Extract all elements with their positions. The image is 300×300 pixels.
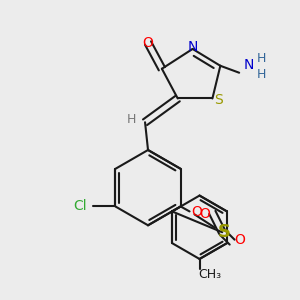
Text: N: N xyxy=(188,40,198,54)
Text: H: H xyxy=(256,68,266,81)
Text: S: S xyxy=(218,223,231,241)
Text: O: O xyxy=(199,207,210,221)
Text: N: N xyxy=(244,58,254,72)
Text: H: H xyxy=(127,113,136,126)
Text: O: O xyxy=(191,206,202,219)
Text: O: O xyxy=(235,233,245,247)
Text: H: H xyxy=(256,52,266,65)
Text: Cl: Cl xyxy=(73,200,87,214)
Text: O: O xyxy=(142,36,154,50)
Text: S: S xyxy=(214,94,223,107)
Text: CH₃: CH₃ xyxy=(198,268,221,281)
